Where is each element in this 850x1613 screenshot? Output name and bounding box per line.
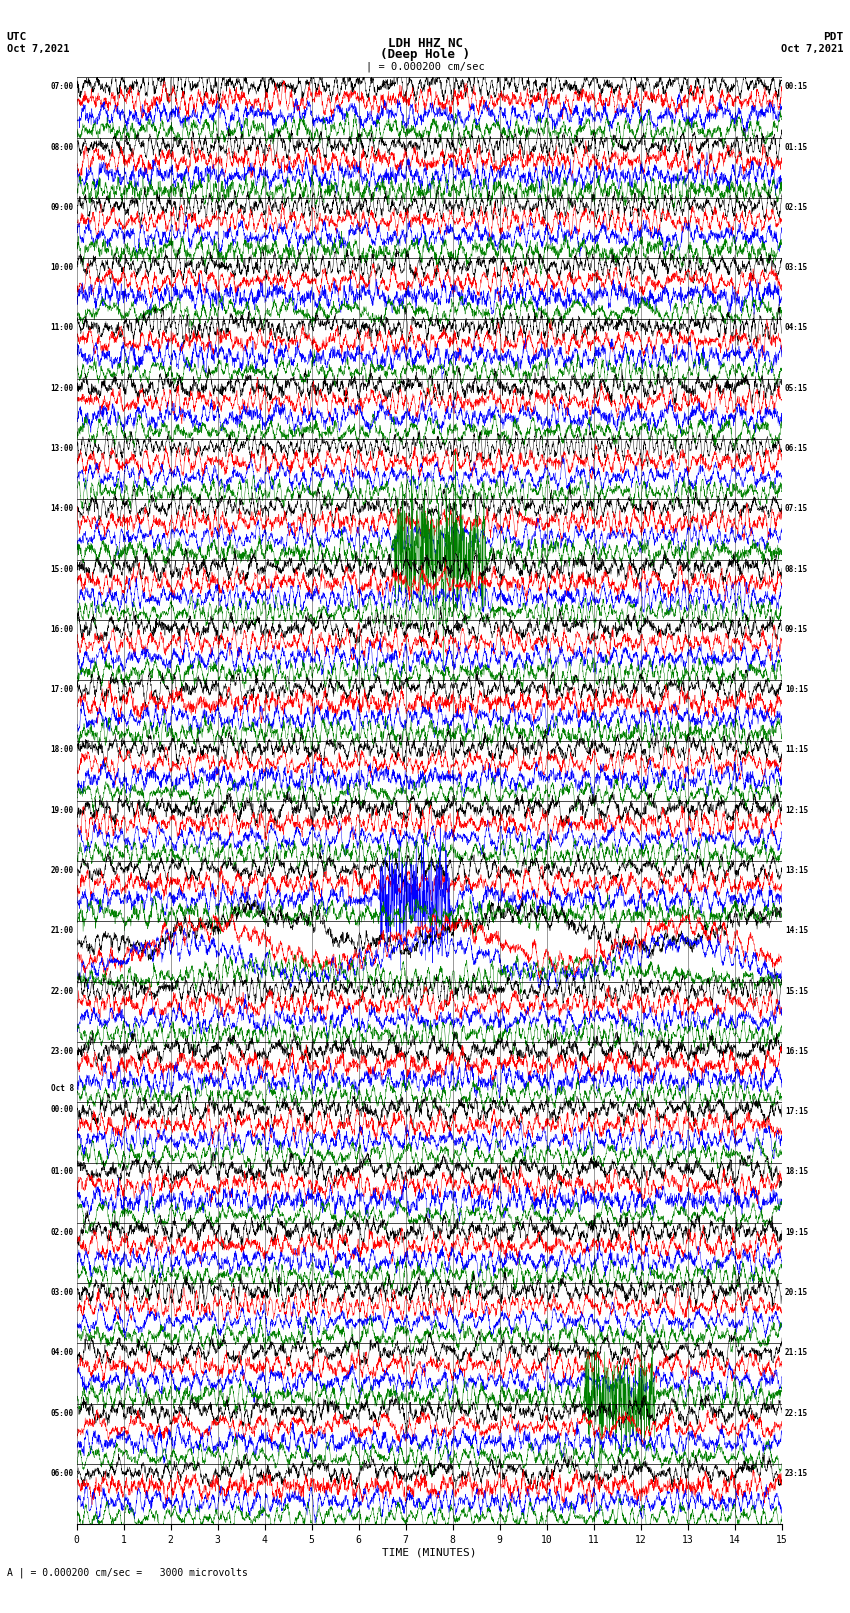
Text: Oct 7,2021: Oct 7,2021: [7, 44, 70, 53]
Text: 14:15: 14:15: [785, 926, 808, 936]
Text: 06:00: 06:00: [50, 1469, 74, 1478]
Text: 03:00: 03:00: [50, 1287, 74, 1297]
Text: 07:00: 07:00: [50, 82, 74, 92]
Text: 22:15: 22:15: [785, 1408, 808, 1418]
Text: 09:00: 09:00: [50, 203, 74, 211]
Text: 08:15: 08:15: [785, 565, 808, 574]
Text: 19:15: 19:15: [785, 1227, 808, 1237]
Text: 01:00: 01:00: [50, 1168, 74, 1176]
Text: 14:00: 14:00: [50, 505, 74, 513]
Text: 05:00: 05:00: [50, 1408, 74, 1418]
Text: 10:15: 10:15: [785, 686, 808, 694]
Text: 06:15: 06:15: [785, 444, 808, 453]
Text: 17:15: 17:15: [785, 1107, 808, 1116]
Text: 17:00: 17:00: [50, 686, 74, 694]
Text: 23:15: 23:15: [785, 1469, 808, 1478]
Text: 12:00: 12:00: [50, 384, 74, 392]
Text: Oct 7,2021: Oct 7,2021: [780, 44, 843, 53]
Text: 19:00: 19:00: [50, 805, 74, 815]
Text: Oct 8: Oct 8: [50, 1084, 74, 1094]
Text: 02:15: 02:15: [785, 203, 808, 211]
Text: 16:15: 16:15: [785, 1047, 808, 1057]
Text: PDT: PDT: [823, 32, 843, 42]
Text: (Deep Hole ): (Deep Hole ): [380, 48, 470, 61]
Text: 20:15: 20:15: [785, 1287, 808, 1297]
Text: 12:15: 12:15: [785, 805, 808, 815]
Text: 09:15: 09:15: [785, 624, 808, 634]
Text: 16:00: 16:00: [50, 624, 74, 634]
Text: 00:00: 00:00: [50, 1105, 74, 1115]
Text: 03:15: 03:15: [785, 263, 808, 273]
Text: 04:15: 04:15: [785, 323, 808, 332]
Text: 10:00: 10:00: [50, 263, 74, 273]
Text: 23:00: 23:00: [50, 1047, 74, 1057]
Text: 18:15: 18:15: [785, 1168, 808, 1176]
Text: LDH HHZ NC: LDH HHZ NC: [388, 37, 462, 50]
Text: 01:15: 01:15: [785, 142, 808, 152]
Text: 15:00: 15:00: [50, 565, 74, 574]
Text: UTC: UTC: [7, 32, 27, 42]
Text: 11:15: 11:15: [785, 745, 808, 755]
Text: 22:00: 22:00: [50, 987, 74, 995]
Text: A | = 0.000200 cm/sec =   3000 microvolts: A | = 0.000200 cm/sec = 3000 microvolts: [7, 1568, 247, 1579]
Text: 20:00: 20:00: [50, 866, 74, 874]
Text: 04:00: 04:00: [50, 1348, 74, 1357]
Text: 13:00: 13:00: [50, 444, 74, 453]
Text: 21:15: 21:15: [785, 1348, 808, 1357]
Text: 05:15: 05:15: [785, 384, 808, 392]
Text: | = 0.000200 cm/sec: | = 0.000200 cm/sec: [366, 61, 484, 73]
Text: 02:00: 02:00: [50, 1227, 74, 1237]
Text: 18:00: 18:00: [50, 745, 74, 755]
Text: 11:00: 11:00: [50, 323, 74, 332]
Text: 15:15: 15:15: [785, 987, 808, 995]
Text: 00:15: 00:15: [785, 82, 808, 92]
Text: 21:00: 21:00: [50, 926, 74, 936]
Text: 13:15: 13:15: [785, 866, 808, 874]
Text: 08:00: 08:00: [50, 142, 74, 152]
X-axis label: TIME (MINUTES): TIME (MINUTES): [382, 1547, 477, 1558]
Text: 07:15: 07:15: [785, 505, 808, 513]
